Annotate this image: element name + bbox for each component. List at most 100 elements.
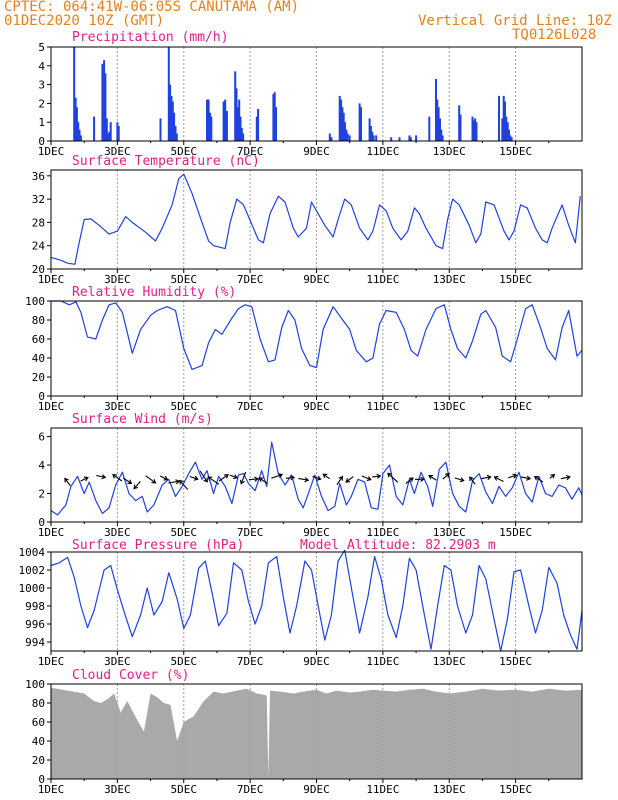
y-tick-label: 0 [38,390,45,403]
panel-4 [47,427,583,526]
x-tick-label: 1DEC [38,526,65,539]
precip-bar [408,135,411,141]
precip-bar [109,122,112,141]
y-tick-label: 0 [38,516,45,529]
precip-bar [235,88,238,141]
wind-arrow [336,475,343,486]
panel-5 [47,549,583,655]
x-tick-label: 3DEC [104,273,131,286]
x-tick-label: 3DEC [104,400,131,413]
precip-bar [330,137,333,141]
precip-bar [234,71,237,141]
precip-bar [108,131,111,141]
x-tick-label: 5DEC [171,783,198,796]
precip-bar [236,107,239,141]
wind-arrow [258,477,268,484]
precip-bar [428,116,431,141]
precip-bar [369,126,372,141]
panel-title: Surface Temperature (nC) [72,154,260,169]
y-tick-label: 60 [32,716,45,729]
x-tick-label: 5DEC [171,273,198,286]
panel-title: Relative Humidity (%) [72,285,236,300]
x-tick-label: 7DEC [237,655,264,668]
y-tick-label: 6 [38,431,45,444]
precip-bar [371,131,374,141]
y-tick-label: 100 [25,295,45,308]
precip-bar [169,84,172,141]
x-tick-label: 5DEC [171,400,198,413]
panel-title: Precipitation (mm/h) [72,30,229,45]
precip-bar [101,63,104,141]
wind-arrow [414,476,425,482]
x-tick-label: 13DEC [433,273,466,286]
precip-bar [458,105,461,141]
y-tick-label: 4 [38,459,45,472]
wind-arrow [64,477,71,487]
wind-arrow [345,476,354,483]
wind-arrow [533,476,544,483]
precip-bar [398,137,401,141]
precip-bar [275,107,277,141]
y-tick-label: 1004 [19,546,46,559]
precip-bar [439,118,441,141]
wind-arrow [218,474,229,482]
precip-bar [240,127,243,141]
precip-bar [508,129,510,141]
y-tick-label: 1000 [19,582,46,595]
y-tick-label: 80 [32,314,45,327]
precip-bar [159,118,162,141]
precip-bar [257,109,260,141]
precip-bar [340,99,343,141]
wind-arrow [549,473,556,479]
x-tick-label: 9DEC [303,783,330,796]
y-tick-label: 0 [38,135,45,148]
y-tick-label: 994 [25,636,45,649]
x-tick-label: 13DEC [433,400,466,413]
wind-arrow [271,473,284,479]
precip-bar [372,135,375,141]
wind-arrow [133,481,141,490]
precip-bar [117,126,120,141]
precip-bar [360,107,362,141]
precip-bar [105,118,108,141]
x-tick-label: 7DEC [237,526,264,539]
precip-bar [272,94,275,141]
x-tick-label: 9DEC [303,145,330,158]
wind-arrow [80,476,89,482]
wind-arrow [454,477,465,483]
precip-bar [222,101,225,141]
precip-bar [209,112,211,141]
x-tick-label: 1DEC [38,145,65,158]
y-tick-label: 80 [32,697,45,710]
wind-arrow [405,477,414,484]
precip-bar [77,122,80,141]
precip-bar [225,110,228,141]
x-tick-label: 1DEC [38,655,65,668]
precip-bar [409,137,412,141]
panel-2 [47,169,583,273]
header-station: CPTEC: 064:41W-06:05S CANUTAMA (AM) [4,0,300,15]
wind-arrow [248,476,259,482]
x-tick-label: 1DEC [38,400,65,413]
wind-arrow [96,474,107,480]
panel-3 [47,300,583,400]
precip-bar [441,135,444,141]
x-tick-label: 11DEC [366,783,399,796]
precip-bar [175,133,178,141]
wind-arrow [168,479,181,485]
x-tick-label: 11DEC [366,400,399,413]
precip-bar [346,133,349,141]
wind-arrow [322,473,330,480]
wind-arrow [387,472,399,483]
precip-bar [170,95,173,141]
precip-bar [116,122,119,141]
precip-bar [239,116,242,141]
x-tick-label: 5DEC [171,145,198,158]
wind-arrow [145,475,157,484]
x-tick-label: 13DEC [433,145,466,158]
x-tick-label: 3DEC [104,783,131,796]
y-tick-label: 24 [32,240,46,253]
x-tick-label: 15DEC [499,783,532,796]
panel-title: Surface Pressure (hPa) [72,538,244,553]
wind-arrow [112,474,123,482]
